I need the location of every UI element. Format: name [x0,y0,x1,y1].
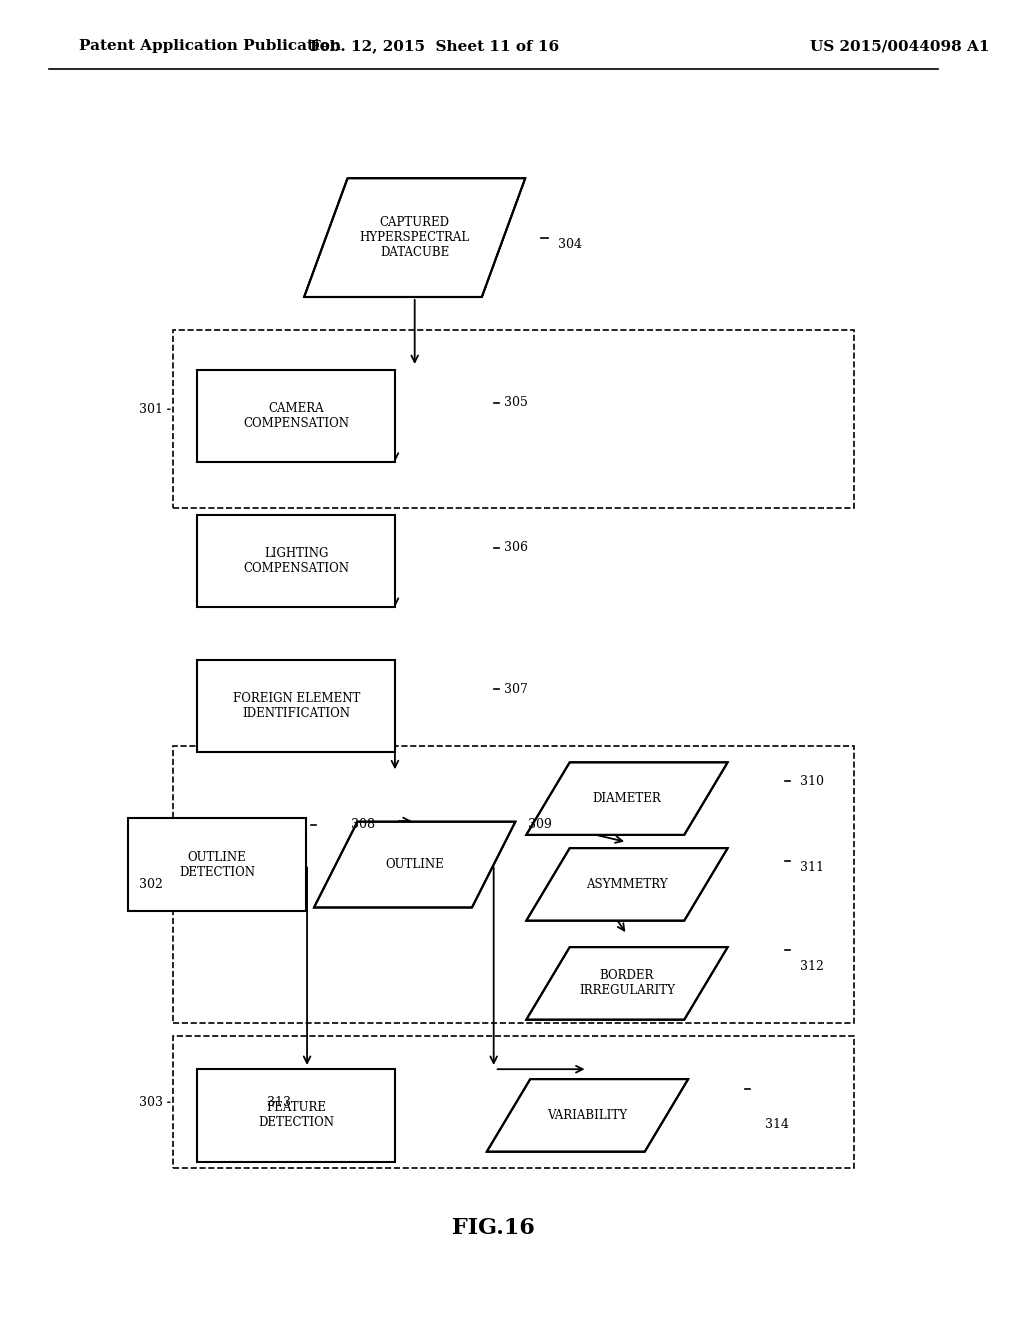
Text: 309: 309 [528,818,552,832]
Text: 306: 306 [504,541,527,554]
Text: 308: 308 [350,818,375,832]
Bar [173,746,854,1023]
Text: FIG.16: FIG.16 [453,1217,536,1238]
Text: ASYMMETRY: ASYMMETRY [586,878,668,891]
Bar [173,330,854,508]
Text: US 2015/0044098 A1: US 2015/0044098 A1 [810,40,989,53]
Text: 313: 313 [266,1096,291,1109]
Text: 307: 307 [504,682,527,696]
Polygon shape [486,1080,688,1151]
Text: 311: 311 [800,861,823,874]
Text: 310: 310 [800,775,823,788]
Text: LIGHTING
COMPENSATION: LIGHTING COMPENSATION [244,546,349,576]
Text: 312: 312 [800,960,823,973]
Polygon shape [526,847,728,921]
Polygon shape [526,948,728,1019]
Polygon shape [304,178,525,297]
Text: BORDER
IRREGULARITY: BORDER IRREGULARITY [579,969,675,998]
Text: OUTLINE: OUTLINE [385,858,444,871]
Text: VARIABILITY: VARIABILITY [548,1109,628,1122]
Text: FOREIGN ELEMENT
IDENTIFICATION: FOREIGN ELEMENT IDENTIFICATION [232,692,359,721]
Text: 303: 303 [139,1096,163,1109]
Text: 305: 305 [504,396,527,409]
Polygon shape [314,821,515,908]
Bar [198,370,395,462]
Bar [198,660,395,752]
Text: Feb. 12, 2015  Sheet 11 of 16: Feb. 12, 2015 Sheet 11 of 16 [310,40,559,53]
Bar [173,1036,854,1168]
Text: CAMERA
COMPENSATION: CAMERA COMPENSATION [244,401,349,430]
Bar [198,1069,395,1162]
Text: CAPTURED
HYPERSPECTRAL
DATACUBE: CAPTURED HYPERSPECTRAL DATACUBE [359,216,470,259]
Text: 302: 302 [139,878,163,891]
Polygon shape [526,762,728,836]
Bar [198,515,395,607]
Text: 314: 314 [765,1118,790,1131]
Bar [128,818,306,911]
Text: FEATURE
DETECTION: FEATURE DETECTION [258,1101,334,1130]
Text: 304: 304 [558,238,582,251]
Text: Patent Application Publication: Patent Application Publication [79,40,341,53]
Text: DIAMETER: DIAMETER [593,792,662,805]
Text: 301: 301 [139,403,163,416]
Text: OUTLINE
DETECTION: OUTLINE DETECTION [179,850,255,879]
